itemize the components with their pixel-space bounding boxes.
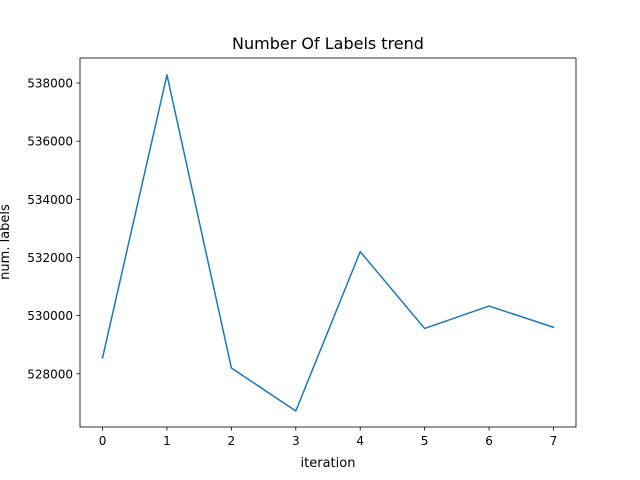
plot-frame <box>79 57 577 428</box>
plot-area: 0 1 2 3 4 5 6 7 528000 530000 532000 534000 536000 53… <box>27 57 577 448</box>
series-line-0 <box>101 74 555 412</box>
x-tick-label: 5 <box>421 434 429 448</box>
y-tick-label: 538000 <box>27 77 73 91</box>
x-tick-label: 3 <box>292 434 300 448</box>
x-tick-label: 1 <box>163 434 171 448</box>
y-tick-label: 532000 <box>27 251 73 265</box>
x-tick-label: 4 <box>356 434 364 448</box>
x-axis-label: iteration <box>301 456 356 471</box>
y-axis-label: num. labels <box>0 204 13 280</box>
y-tick-label: 528000 <box>27 367 73 381</box>
x-tick-label: 2 <box>228 434 236 448</box>
chart-title: Number Of Labels trend <box>232 34 424 53</box>
y-tick-label: 534000 <box>27 193 73 207</box>
y-tick-label: 530000 <box>27 309 73 323</box>
y-tick-label: 536000 <box>27 135 73 149</box>
x-tick-label: 6 <box>485 434 493 448</box>
x-tick-label: 7 <box>550 434 558 448</box>
x-tick-label: 0 <box>99 434 107 448</box>
